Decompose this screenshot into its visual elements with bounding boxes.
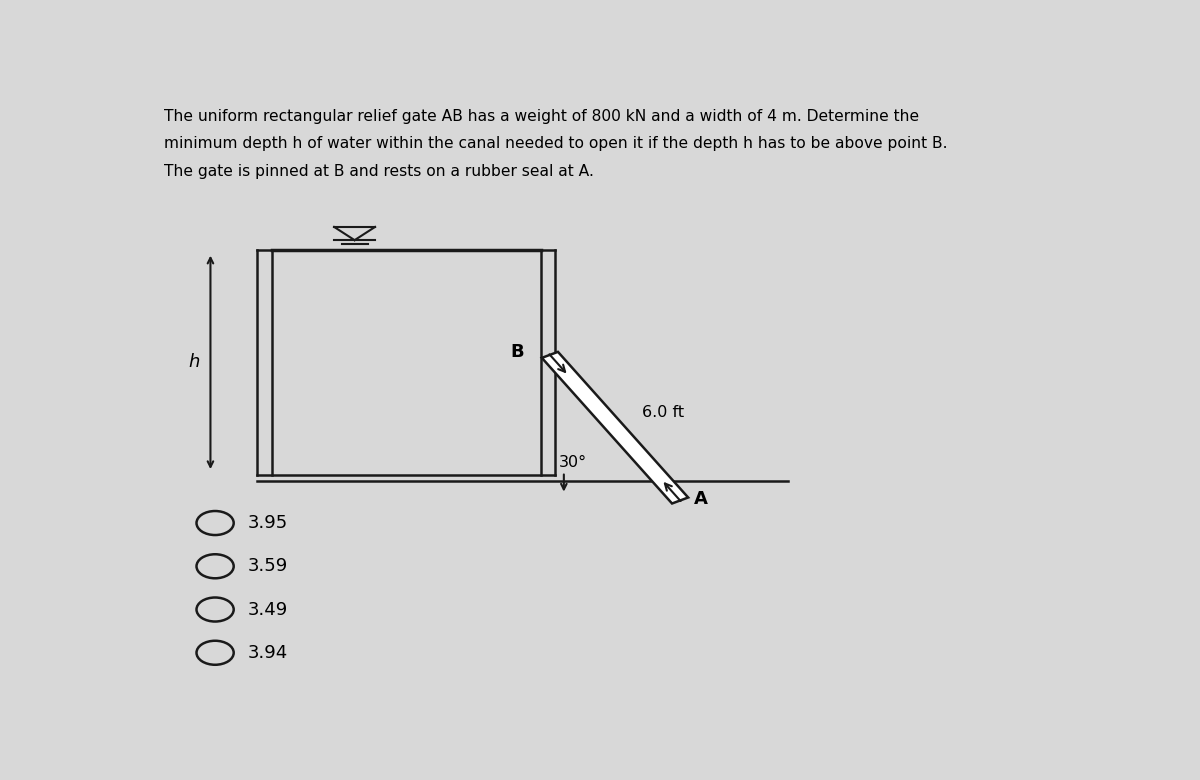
- Polygon shape: [542, 352, 688, 504]
- Text: A: A: [694, 490, 708, 508]
- Text: 3.49: 3.49: [247, 601, 288, 619]
- Text: minimum depth h of water within the canal needed to open it if the depth h has t: minimum depth h of water within the cana…: [164, 136, 948, 151]
- Text: h: h: [188, 353, 199, 371]
- Text: The uniform rectangular relief gate AB has a weight of 800 kN and a width of 4 m: The uniform rectangular relief gate AB h…: [164, 108, 919, 123]
- Text: 30°: 30°: [559, 456, 587, 470]
- Text: 6.0 ft: 6.0 ft: [642, 405, 684, 420]
- Text: 3.59: 3.59: [247, 557, 288, 576]
- Text: The gate is pinned at B and rests on a rubber seal at A.: The gate is pinned at B and rests on a r…: [164, 164, 594, 179]
- Text: B: B: [510, 343, 524, 361]
- Text: 3.95: 3.95: [247, 514, 288, 532]
- Text: 3.94: 3.94: [247, 644, 288, 661]
